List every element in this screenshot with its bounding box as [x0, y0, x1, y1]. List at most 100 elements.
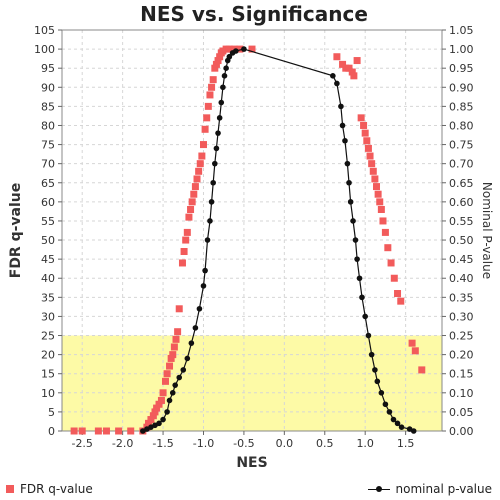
- fdr-point: [374, 190, 382, 198]
- fdr-point: [198, 152, 206, 160]
- fdr-point: [214, 57, 222, 65]
- fdr-point: [225, 45, 233, 53]
- x-tick-label: 1.0: [356, 437, 374, 450]
- y-right-tick-label: 0.55: [449, 215, 474, 228]
- y-right-tick-label: 1.00: [449, 43, 474, 56]
- pvalue-point: [410, 428, 417, 434]
- y-right-tick-label: 0.30: [449, 310, 474, 323]
- pvalue-point: [344, 160, 351, 167]
- pvalue-point: [172, 382, 178, 388]
- fdr-point: [248, 45, 256, 53]
- pvalue-point: [338, 103, 344, 110]
- fdr-point: [149, 412, 157, 420]
- x-tick-label: 0.0: [276, 437, 294, 450]
- fdr-point: [166, 362, 174, 370]
- fdr-point: [151, 408, 159, 416]
- pvalue-point: [180, 367, 187, 373]
- pvalue-point: [164, 409, 170, 415]
- fdr-point: [147, 416, 155, 424]
- fdr-point: [159, 389, 167, 397]
- y-left-tick-label: 50: [41, 234, 55, 247]
- y-right-tick-label: 0.25: [449, 330, 474, 343]
- legend: FDR q-value nominal p-value: [0, 480, 500, 500]
- pvalue-point: [382, 401, 389, 408]
- pvalue-point: [352, 237, 359, 243]
- pvalue-point: [212, 160, 218, 167]
- y-right-tick-label: 0.75: [449, 139, 474, 152]
- y-left-tick-label: 5: [48, 406, 55, 419]
- pvalue-point: [202, 267, 208, 274]
- pvalue-point: [210, 179, 216, 186]
- y-left-tick-label: 55: [41, 215, 55, 228]
- fdr-point: [373, 183, 381, 191]
- y-left-tick-label: 85: [41, 100, 55, 113]
- x-tick-label: -1.5: [152, 437, 173, 450]
- fdr-point: [394, 290, 402, 298]
- y-right-tick-label: 0.85: [449, 100, 474, 113]
- fdr-point: [397, 297, 405, 305]
- y-right-tick-label: 0.35: [449, 291, 474, 304]
- x-tick-label: -1.0: [193, 437, 214, 450]
- pvalue-point: [233, 48, 239, 54]
- y-left-tick-label: 90: [41, 81, 55, 94]
- fdr-point: [408, 339, 416, 347]
- pvalue-point: [207, 218, 213, 224]
- pvalue-point: [223, 65, 229, 71]
- fdr-point: [182, 236, 190, 244]
- pvalue-point: [342, 137, 348, 144]
- pvalue-point: [334, 80, 340, 87]
- y-left-tick-label: 60: [41, 196, 55, 209]
- pvalue-point: [394, 420, 401, 427]
- pvalue-point: [365, 332, 372, 339]
- pvalue-point: [368, 351, 375, 358]
- fdr-point: [195, 167, 203, 175]
- x-tick-label: -2.5: [71, 437, 92, 450]
- fdr-point: [208, 83, 216, 91]
- pvalue-point: [204, 237, 211, 243]
- fdr-point: [363, 137, 371, 145]
- y-left-tick-label: 30: [41, 310, 55, 323]
- fdr-point: [178, 259, 186, 267]
- fdr-point: [390, 274, 398, 282]
- fdr-point: [204, 102, 212, 110]
- pvalue-point: [356, 275, 363, 282]
- pvalue-point: [378, 390, 385, 396]
- y-left-tick-label: 80: [41, 119, 55, 132]
- x-tick-label: 0.5: [316, 437, 334, 450]
- y-left-tick-label: 100: [34, 43, 55, 56]
- fdr-point: [368, 160, 376, 168]
- legend-fdr-label: FDR q-value: [20, 482, 93, 496]
- fdr-point: [236, 45, 244, 53]
- y-left-tick-label: 10: [41, 387, 55, 400]
- fdr-point: [174, 328, 182, 336]
- y-right-tick-label: 0.45: [449, 253, 474, 266]
- fdr-point: [206, 91, 214, 99]
- fdr-point: [163, 370, 171, 378]
- fdr-point: [381, 228, 389, 236]
- fdr-point: [157, 396, 165, 404]
- fdr-point: [360, 121, 368, 129]
- y-left-tick-label: 15: [41, 368, 55, 381]
- legend-item-fdr: FDR q-value: [6, 482, 93, 496]
- y-left-tick-label: 35: [41, 291, 55, 304]
- pvalue-point: [188, 340, 195, 346]
- pvalue-point: [220, 84, 226, 91]
- fdr-point: [203, 114, 211, 122]
- fdr-point: [211, 64, 219, 72]
- fdr-point: [196, 160, 204, 168]
- fdr-point: [145, 419, 153, 427]
- fdr-point: [350, 72, 358, 80]
- fdr-point: [188, 198, 196, 206]
- pvalue-point: [398, 424, 405, 430]
- y-right-tick-label: 0.00: [449, 425, 474, 438]
- y-left-tick-label: 105: [34, 24, 55, 37]
- fdr-point: [361, 129, 369, 137]
- pvalue-point: [330, 73, 336, 79]
- fdr-point: [170, 343, 178, 351]
- y-right-tick-label: 0.10: [449, 387, 474, 400]
- fdr-point: [384, 244, 392, 252]
- pvalue-point: [339, 122, 346, 129]
- fdr-point: [333, 53, 341, 61]
- fdr-point: [376, 198, 384, 206]
